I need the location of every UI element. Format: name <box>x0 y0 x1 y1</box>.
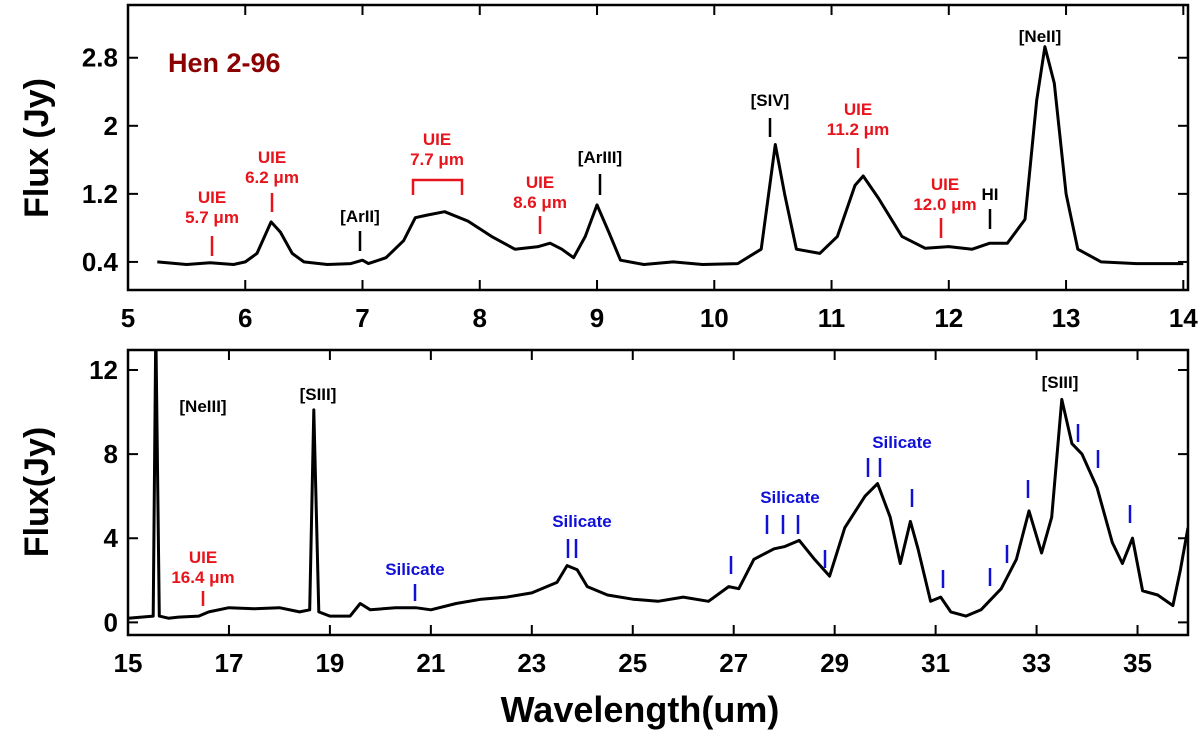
chart-title: Hen 2-96 <box>168 48 281 78</box>
x-tick-label: 33 <box>1022 648 1051 678</box>
x-tick-label: 6 <box>238 303 252 333</box>
annotation: UIE <box>844 100 872 119</box>
annotation: [SIII] <box>1042 373 1079 392</box>
panel-frame <box>126 348 1190 637</box>
x-tick-label: 19 <box>315 648 344 678</box>
x-tick-label: 31 <box>921 648 950 678</box>
annotation: UIE <box>189 548 217 567</box>
x-tick-label: 10 <box>700 303 729 333</box>
spectrum-line <box>128 350 1188 620</box>
y-tick-label: 12 <box>89 355 118 385</box>
annotation: Silicate <box>760 488 820 507</box>
annotation: 6.2 μm <box>245 168 299 187</box>
x-tick-label: 12 <box>934 303 963 333</box>
annotation: [NeIII] <box>179 397 226 416</box>
annotation: [ArII] <box>340 207 380 226</box>
x-tick-label: 7 <box>355 303 369 333</box>
annotation: Silicate <box>552 512 612 531</box>
x-tick-label: 35 <box>1123 648 1152 678</box>
x-tick-label: 13 <box>1052 303 1081 333</box>
annotation: 5.7 μm <box>185 208 239 227</box>
x-tick-label: 8 <box>473 303 487 333</box>
annotation: HI <box>982 185 999 204</box>
annotation: 12.0 μm <box>913 195 976 214</box>
spectrum-line <box>157 45 1184 266</box>
annotation: 11.2 μm <box>827 120 889 139</box>
x-tick-label: 29 <box>820 648 849 678</box>
annotation: [SIII] <box>300 385 337 404</box>
x-tick-label: 17 <box>214 648 243 678</box>
x-tick-label: 25 <box>618 648 647 678</box>
y-tick-label: 1.2 <box>82 179 118 209</box>
annotation: 7.7 μm <box>410 150 464 169</box>
x-tick-label: 9 <box>590 303 604 333</box>
x-tick-label: 14 <box>1169 303 1198 333</box>
annotation: UIE <box>526 173 554 192</box>
annotation: 16.4 μm <box>171 568 234 587</box>
y-tick-label: 2 <box>104 111 118 141</box>
y-axis-label: Flux(Jy) <box>18 427 56 557</box>
x-tick-label: 15 <box>114 648 143 678</box>
x-axis-label: Wavelength(um) <box>501 689 780 730</box>
x-tick-label: 23 <box>517 648 546 678</box>
annotation-bracket <box>411 178 464 195</box>
annotation: 8.6 μm <box>513 193 567 212</box>
annotation: [NeII] <box>1019 27 1062 46</box>
y-tick-label: 4 <box>104 523 119 553</box>
x-tick-label: 11 <box>818 303 846 333</box>
annotation: UIE <box>423 130 451 149</box>
annotation: [SIV] <box>751 91 790 110</box>
y-axis-label: Flux (Jy) <box>18 78 56 218</box>
x-tick-label: 27 <box>719 648 748 678</box>
annotation: UIE <box>258 148 286 167</box>
annotation: UIE <box>198 188 226 207</box>
panel-frame <box>126 3 1190 292</box>
y-tick-label: 0.4 <box>82 247 119 277</box>
x-tick-label: 21 <box>416 648 445 678</box>
annotation: Silicate <box>385 560 445 579</box>
y-tick-label: 8 <box>104 439 118 469</box>
x-tick-label: 5 <box>121 303 135 333</box>
annotation: UIE <box>931 175 959 194</box>
y-tick-label: 2.8 <box>82 43 118 73</box>
annotation: Silicate <box>872 433 932 452</box>
y-tick-label: 0 <box>104 607 118 637</box>
annotation: [ArIII] <box>578 148 622 167</box>
